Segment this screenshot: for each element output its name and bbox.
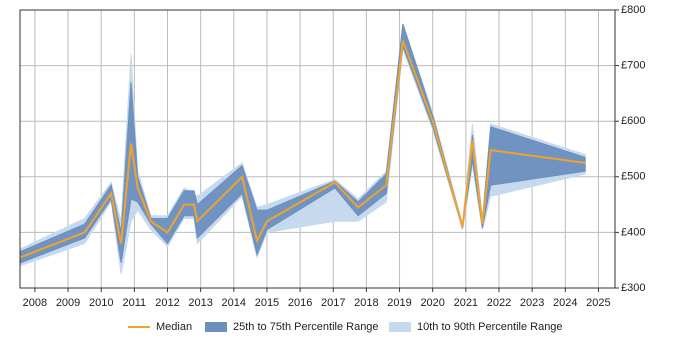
x-tick-label: 2015 (255, 297, 279, 309)
legend-label: 25th to 75th Percentile Range (233, 321, 379, 333)
legend-swatch (389, 322, 411, 332)
legend-swatch (205, 322, 227, 332)
y-tick-label: £600 (621, 115, 645, 127)
x-tick-label: 2008 (23, 297, 47, 309)
x-tick-label: 2017 (321, 297, 345, 309)
x-tick-label: 2018 (354, 297, 378, 309)
x-tick-label: 2020 (420, 297, 444, 309)
y-tick-label: £700 (621, 60, 645, 72)
x-tick-label: 2013 (188, 297, 212, 309)
x-tick-label: 2022 (487, 297, 511, 309)
x-tick-label: 2024 (553, 297, 577, 309)
x-tick-label: 2025 (586, 297, 610, 309)
plot-border (19, 9, 616, 289)
x-tick-label: 2010 (89, 297, 113, 309)
y-tick-label: £500 (621, 171, 645, 183)
x-tick-label: 2021 (454, 297, 478, 309)
x-tick-label: 2012 (155, 297, 179, 309)
median-line (19, 40, 586, 259)
x-tick-label: 2011 (123, 297, 147, 309)
y-tick-label: £400 (621, 226, 645, 238)
x-tick-label: 2009 (56, 297, 80, 309)
x-tick-label: 2014 (222, 297, 246, 309)
x-tick-label: 2019 (387, 297, 411, 309)
x-tick-label: 2023 (520, 297, 544, 309)
x-tick-label: 2016 (288, 297, 312, 309)
legend-label: 10th to 90th Percentile Range (417, 321, 563, 333)
legend-label: Median (156, 321, 192, 333)
y-tick-label: £800 (621, 4, 645, 16)
y-tick-label: £300 (621, 282, 645, 294)
